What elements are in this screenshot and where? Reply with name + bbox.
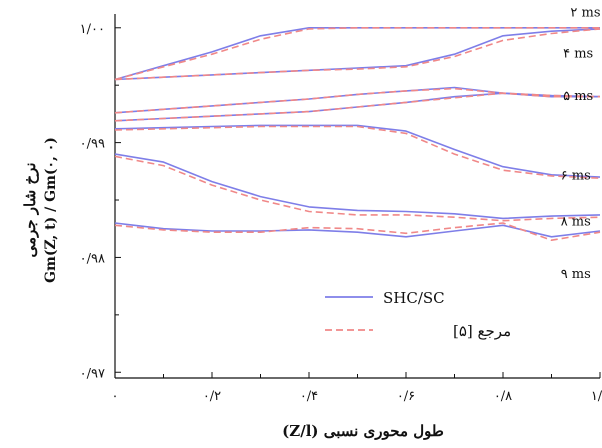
y-tick-label: ۰/۹۷ <box>80 366 105 381</box>
time-label: ۹ ms <box>561 267 591 282</box>
series-line <box>114 28 601 81</box>
series-line <box>114 153 601 220</box>
time-label: ۵ ms <box>563 89 593 104</box>
time-label: ۸ ms <box>561 214 591 229</box>
y-tick-label: ۰/۹۹ <box>80 137 105 152</box>
series-shc-sc <box>114 26 601 238</box>
y-axis-title: نرخ شار جرمی <box>21 162 39 257</box>
legend-label: SHC/SC <box>383 289 445 307</box>
axes-layer: ۰ ۰/۲ ۰/۴ ۰/۶ ۰/۸ ۱/۰ ۰/۹۷ ۰/۹۸ ۰/۹۹ ۱/۰۰ <box>80 14 602 404</box>
series-line <box>114 92 601 122</box>
series-line <box>114 86 600 114</box>
series-line <box>114 26 600 81</box>
series-line <box>114 125 601 179</box>
x-axis-title: طول محوری نسبی (Z/l) <box>282 422 444 440</box>
x-tick-label: ۰/۴ <box>300 389 318 404</box>
series-line <box>114 26 600 81</box>
series-reference-5 <box>114 26 601 241</box>
time-label: ۶ ms <box>561 168 591 183</box>
time-label: ۴ ms <box>563 47 593 62</box>
y-tick-label: ۱/۰۰ <box>80 22 105 37</box>
series-line <box>114 28 601 81</box>
y-tick-label: ۰/۹۸ <box>80 251 105 266</box>
series-line <box>114 155 601 222</box>
x-tick-label: ۰/۲ <box>203 389 221 404</box>
series-line <box>114 124 601 178</box>
x-tick-label: ۱/۰ <box>591 389 602 404</box>
series-line <box>114 87 600 114</box>
series-line <box>114 222 601 238</box>
time-label: ۲ ms <box>570 5 600 20</box>
labels-layer: ۲ ms ۴ ms ۵ ms ۶ ms ۸ ms ۹ ms <box>561 5 601 282</box>
y-axis-formula: Gm(Z, t) / Gm(۰, ۰) <box>43 137 59 283</box>
legend: SHC/SC مرجع [۵] <box>325 289 511 340</box>
x-tick-label: ۰ <box>112 389 119 404</box>
x-tick-label: ۰/۶ <box>397 389 415 404</box>
series-layer <box>114 26 601 241</box>
x-tick-label: ۰/۸ <box>494 389 512 404</box>
series-line <box>114 222 601 241</box>
legend-label: مرجع [۵] <box>453 322 511 340</box>
